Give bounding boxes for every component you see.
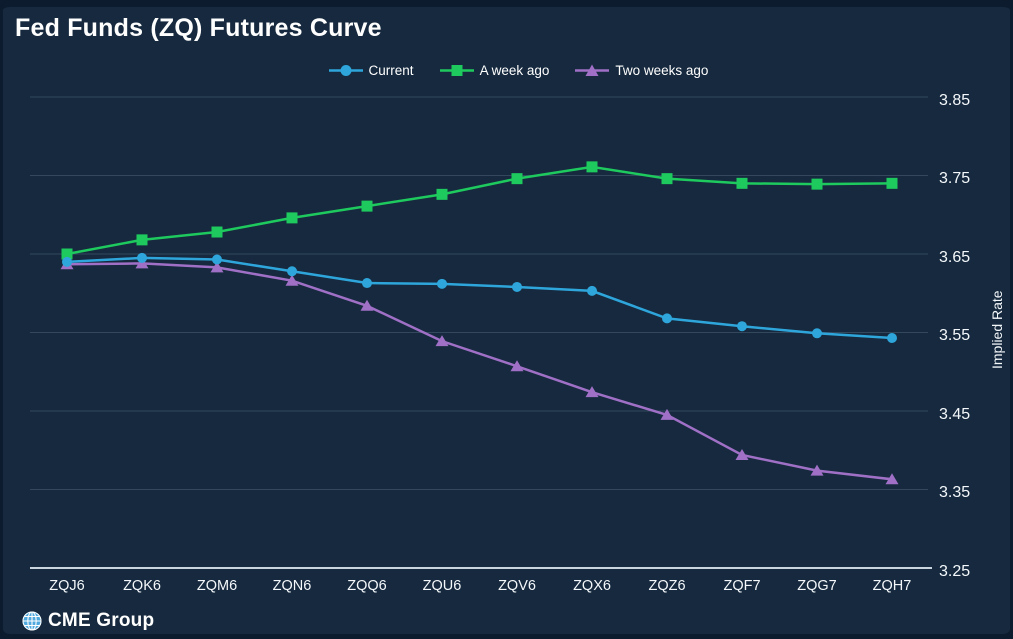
data-point-current [887, 332, 897, 343]
data-point-current [287, 266, 297, 277]
x-tick-label: ZQZ6 [648, 578, 686, 594]
data-point-a-week-ago [736, 177, 748, 189]
data-point-current [362, 278, 372, 289]
legend-label-week-ago: A week ago [479, 63, 550, 78]
x-tick-label: ZQF7 [723, 578, 761, 594]
y-tick-label: 3.75 [939, 170, 971, 187]
data-point-a-week-ago [286, 212, 298, 224]
y-tick-label: 3.45 [939, 406, 971, 423]
data-point-a-week-ago [586, 161, 598, 173]
y-tick-label: 3.85 [939, 92, 971, 109]
data-point-a-week-ago [136, 234, 148, 246]
x-tick-label: ZQH7 [872, 578, 912, 594]
data-point-a-week-ago [61, 248, 73, 260]
brand-name: CME Group [48, 610, 155, 631]
data-point-two-weeks-ago [585, 386, 599, 398]
x-tick-label: ZQU6 [422, 578, 462, 594]
data-point-two-weeks-ago [885, 473, 899, 485]
y-tick-label: 3.65 [939, 249, 971, 266]
data-point-two-weeks-ago [735, 448, 749, 460]
data-point-two-weeks-ago [660, 408, 674, 420]
legend-item-two-weeks-ago[interactable]: Two weeks ago [575, 63, 708, 78]
data-point-current [662, 313, 672, 324]
legend-item-week-ago[interactable]: A week ago [439, 63, 550, 78]
legend-item-current[interactable]: Current [328, 63, 414, 78]
series-line-current [66, 256, 893, 340]
data-point-a-week-ago [886, 177, 898, 189]
data-point-current [62, 256, 72, 267]
x-tick-label: ZQM6 [196, 578, 238, 594]
x-tick-label: ZQX6 [573, 578, 611, 594]
y-axis-title: Implied Rate [989, 290, 1005, 370]
chart-legend: Current A week ago Two weeks ago [3, 63, 1010, 78]
data-point-two-weeks-ago [285, 274, 299, 286]
data-point-current [437, 278, 447, 289]
series-line-a-week-ago [66, 165, 893, 256]
data-point-current [587, 285, 597, 296]
data-point-two-weeks-ago [360, 299, 374, 311]
data-point-two-weeks-ago [810, 464, 824, 476]
y-tick-label: 3.35 [939, 484, 971, 501]
chart-title: Fed Funds (ZQ) Futures Curve [15, 14, 382, 42]
data-point-current [812, 328, 822, 339]
data-point-current [512, 281, 522, 292]
cme-globe-icon [22, 611, 42, 631]
footer-brand: CME Group [22, 610, 154, 632]
data-point-current [212, 254, 222, 265]
x-tick-label: ZQK6 [123, 578, 161, 594]
y-tick-label: 3.55 [939, 327, 971, 344]
x-tick-label: ZQV6 [498, 578, 536, 594]
two-weeks-ago-line-marker-icon [575, 64, 610, 76]
current-line-marker-icon [328, 65, 363, 76]
x-tick-label: ZQN6 [272, 578, 312, 594]
data-point-a-week-ago [661, 173, 673, 185]
legend-label-two-weeks-ago: Two weeks ago [615, 63, 709, 78]
x-tick-label: ZQG7 [797, 578, 837, 594]
x-tick-label: ZQQ6 [347, 578, 387, 594]
data-point-a-week-ago [436, 188, 448, 200]
data-point-two-weeks-ago [510, 360, 524, 372]
data-point-current [737, 321, 747, 332]
data-point-a-week-ago [511, 173, 523, 185]
series-line-two-weeks-ago [66, 262, 893, 481]
week-ago-line-marker-icon [439, 65, 474, 76]
x-tick-label: ZQJ6 [49, 578, 85, 594]
data-point-a-week-ago [211, 226, 223, 238]
data-point-two-weeks-ago [210, 261, 224, 273]
data-point-a-week-ago [811, 178, 823, 190]
data-point-two-weeks-ago [435, 335, 449, 347]
plot-area [30, 96, 932, 569]
legend-label-current: Current [368, 63, 414, 78]
data-point-current [137, 252, 147, 263]
y-tick-label: 3.25 [939, 563, 971, 580]
data-point-a-week-ago [361, 200, 373, 212]
